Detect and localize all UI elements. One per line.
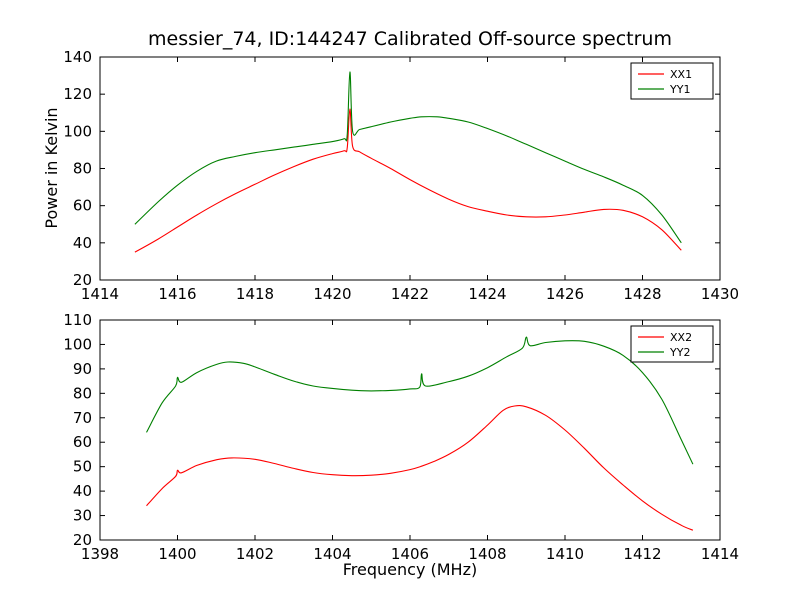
y-tick-label: 100 <box>63 335 92 353</box>
y-tick-label: 20 <box>73 271 92 289</box>
y-tick-label: 40 <box>73 482 92 500</box>
x-tick-label: 1402 <box>236 545 274 563</box>
x-tick-label: 1410 <box>546 545 584 563</box>
y-tick-label: 30 <box>73 507 92 525</box>
x-tick-label: 1426 <box>546 285 584 303</box>
x-tick-label: 1422 <box>391 285 429 303</box>
y-tick-label: 60 <box>73 433 92 451</box>
legend-box <box>630 325 714 363</box>
series-line-YY1 <box>134 71 682 244</box>
x-axis-label: Frequency (MHz) <box>342 560 478 579</box>
axes-frame <box>99 56 721 281</box>
legend-label-XX1: XX1 <box>670 68 692 81</box>
y-tick-label: 40 <box>73 234 92 252</box>
axes-frame <box>99 319 721 541</box>
x-tick-label: 1428 <box>623 285 661 303</box>
y-tick-label: 110 <box>63 311 92 329</box>
chart-title: messier_74, ID:144247 Calibrated Off-sou… <box>148 28 672 50</box>
y-tick-label: 90 <box>73 360 92 378</box>
bottom-subplot: 1398 1400 1402 1404 1406 1408 1410 1412 1414 20 30… <box>63 311 739 563</box>
x-tick-label: 1430 <box>701 285 739 303</box>
y-tick-label: 60 <box>73 197 92 215</box>
y-tick-label: 140 <box>63 48 92 66</box>
series-line-YY2 <box>146 336 694 465</box>
y-tick-label: 120 <box>63 85 92 103</box>
y-tick-label: 50 <box>73 458 92 476</box>
x-tick-label: 1414 <box>701 545 739 563</box>
y-tick-label: 80 <box>73 384 92 402</box>
x-tick-label: 1400 <box>158 545 196 563</box>
legend-label-YY2: YY2 <box>669 346 690 359</box>
top-subplot: 1414 1416 1418 1420 1422 1424 1426 1428 1430 20 40… <box>63 48 739 303</box>
legend-label-XX2: XX2 <box>670 331 692 344</box>
y-tick-label: 20 <box>73 531 92 549</box>
y-tick-label: 70 <box>73 409 92 427</box>
series-line-XX2 <box>146 405 694 531</box>
x-tick-label: 1406 <box>391 545 429 563</box>
legend-box <box>630 62 714 100</box>
x-tick-label: 1404 <box>313 545 351 563</box>
legend-label-YY1: YY1 <box>669 83 690 96</box>
x-tick-label: 1412 <box>623 545 661 563</box>
x-tick-label: 1420 <box>313 285 351 303</box>
x-tick-label: 1424 <box>468 285 506 303</box>
y-tick-label: 100 <box>63 122 92 140</box>
x-tick-label: 1408 <box>468 545 506 563</box>
x-tick-label: 1416 <box>158 285 196 303</box>
y-tick-label: 80 <box>73 160 92 178</box>
x-tick-label: 1418 <box>236 285 274 303</box>
x-tick-label: 1414 <box>81 285 119 303</box>
series-line-XX1 <box>134 108 682 253</box>
x-tick-label: 1398 <box>81 545 119 563</box>
